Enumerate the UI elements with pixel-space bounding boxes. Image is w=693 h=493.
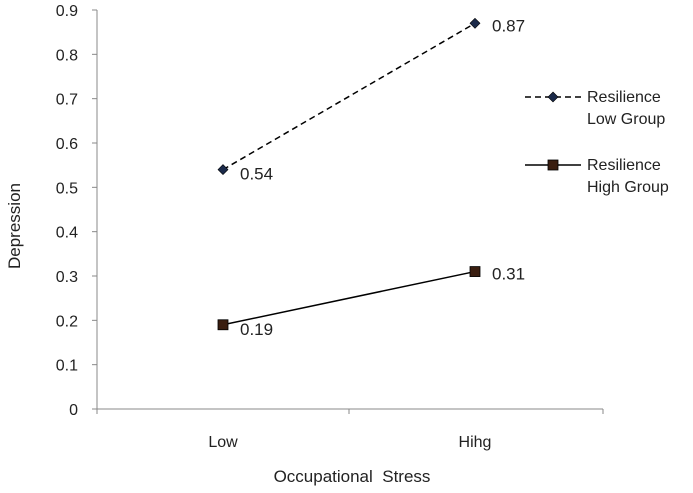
data-label: 0.31 bbox=[492, 265, 525, 284]
x-axis-ticks: Low Hihg bbox=[96, 409, 604, 451]
legend-label: Resilience bbox=[587, 157, 661, 174]
y-tick-label: 0.9 bbox=[56, 3, 78, 20]
y-axis-ticks: 0 0.1 0.2 0.3 0.4 0.5 0.6 0.7 0.8 0.9 bbox=[56, 3, 97, 419]
x-axis-title: Occupational Stress bbox=[274, 467, 431, 486]
y-tick-label: 0.1 bbox=[56, 358, 78, 375]
legend-marker-square bbox=[547, 159, 559, 171]
axes bbox=[96, 10, 603, 410]
data-point-diamond bbox=[217, 164, 229, 176]
series-low-group-line bbox=[222, 22, 476, 171]
y-axis-title: Depression bbox=[5, 183, 24, 269]
legend-marker-diamond bbox=[547, 91, 559, 103]
series-group bbox=[217, 17, 481, 331]
y-tick-label: 0.8 bbox=[56, 47, 78, 64]
y-tick-label: 0.4 bbox=[56, 225, 78, 242]
y-tick-label: 0.6 bbox=[56, 136, 78, 153]
series-high-group-line bbox=[222, 270, 476, 326]
x-tick-label: Hihg bbox=[459, 434, 492, 451]
legend-label: Low Group bbox=[587, 111, 665, 128]
legend-label: Resilience bbox=[587, 89, 661, 106]
legend-label: High Group bbox=[587, 179, 669, 196]
y-tick-label: 0.2 bbox=[56, 313, 78, 330]
data-label: 0.54 bbox=[240, 165, 273, 184]
y-tick-label: 0 bbox=[69, 402, 78, 419]
data-label: 0.87 bbox=[492, 16, 525, 35]
data-point-square bbox=[469, 266, 481, 277]
data-labels: 0.54 0.87 0.19 0.31 bbox=[240, 16, 525, 338]
legend: Resilience Low Group Resilience High Group bbox=[525, 89, 669, 196]
data-point-diamond bbox=[469, 17, 481, 29]
y-tick-label: 0.5 bbox=[56, 180, 78, 197]
data-label: 0.19 bbox=[240, 320, 273, 339]
data-point-square bbox=[217, 319, 229, 331]
x-tick-label: Low bbox=[208, 434, 238, 451]
y-tick-label: 0.7 bbox=[56, 92, 78, 109]
y-tick-label: 0.3 bbox=[56, 269, 78, 286]
